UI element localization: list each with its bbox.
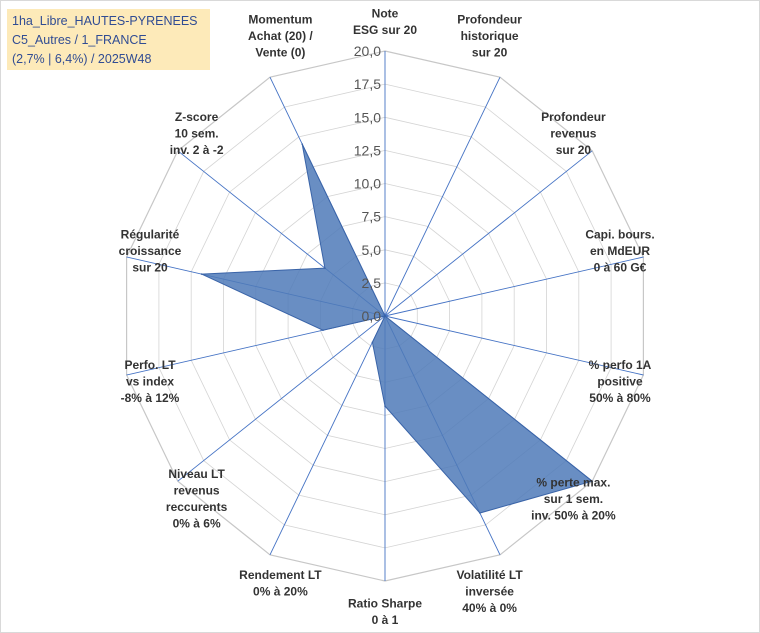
axis-label-line: revenus <box>174 484 220 498</box>
axis-label-line: 0% à 20% <box>253 585 308 599</box>
axis-label: Momentum Achat (20) / Vente (0) <box>248 12 313 59</box>
axis-label-line: Vente (0) <box>255 45 305 59</box>
axis-label: Niveau LT revenus reccurents 0% à 6% <box>166 467 228 531</box>
axis-label: % perfo 1A positive 50% à 80% <box>589 358 652 405</box>
tick-label: 7,5 <box>362 209 382 225</box>
tick-label: 2,5 <box>362 275 382 291</box>
series-point <box>384 315 386 317</box>
axis-label-line: sur 20 <box>472 45 508 59</box>
axis-label-line: historique <box>461 29 519 43</box>
series-point <box>384 405 386 407</box>
axis-label-line: vs index <box>126 374 174 388</box>
series-point <box>324 267 326 269</box>
axis-label-line: 40% à 0% <box>462 601 517 615</box>
axis-label-line: % perte max. <box>536 475 610 489</box>
axis-label-line: 10 sem. <box>175 127 219 141</box>
tick-label: 17,5 <box>354 76 381 92</box>
axis-label-line: reccurents <box>166 500 228 514</box>
axis-label-line: Profondeur <box>541 110 606 124</box>
axis-spoke <box>177 315 386 482</box>
series-point <box>301 143 304 145</box>
axis-label-line: 0 à 60 G€ <box>594 261 647 275</box>
axis-label-line: -8% à 12% <box>121 391 180 405</box>
axis-label: Régularité croissance sur 20 <box>119 228 182 275</box>
axis-label-line: Niveau LT <box>168 467 225 481</box>
axis-label: Volatilité LT inversée 40% à 0% <box>456 568 523 615</box>
axis-label-line: Régularité <box>121 228 180 242</box>
series-area-0 <box>201 143 594 514</box>
series-point <box>479 512 481 514</box>
tick-label: 15,0 <box>354 109 381 125</box>
axis-label-line: en MdEUR <box>590 244 650 258</box>
axis-label: Perfo. LT vs index -8% à 12% <box>121 358 180 405</box>
axis-spoke <box>384 315 644 376</box>
axis-label-line: Note <box>372 7 399 21</box>
axis-label-line: inv. 2 à -2 <box>170 143 224 157</box>
info-line-3: (2,7% | 6,4%) / 2025W48 <box>12 52 152 66</box>
axis-label-line: sur 20 <box>556 143 592 157</box>
series-point <box>371 341 374 344</box>
axis-spoke <box>384 77 501 317</box>
axis-spoke <box>384 150 593 317</box>
tick-label: 20,0 <box>354 43 381 59</box>
tick-labels: 0,0 2,5 5,0 7,5 10,0 12,5 15,0 17,5 20,0 <box>354 43 381 324</box>
axis-label-line: Capi. bours. <box>585 228 654 242</box>
series-point <box>200 273 203 275</box>
axis-label: Note ESG sur 20 <box>353 7 417 38</box>
tick-label: 5,0 <box>362 242 382 258</box>
axis-label-line: Achat (20) / <box>248 29 313 43</box>
axis-label: Profondeur historique sur 20 <box>457 12 522 59</box>
info-box: 1ha_Libre_HAUTES-PYRENEES C5_Autres / 1_… <box>7 9 210 70</box>
axis-label: Ratio Sharpe 0 à 1 <box>348 597 422 628</box>
series-layer <box>200 143 594 514</box>
axis-label: Z-score 10 sem. inv. 2 à -2 <box>170 110 224 157</box>
axis-label-line: Perfo. LT <box>124 358 176 372</box>
axis-label-line: ESG sur 20 <box>353 23 417 37</box>
axis-label-line: croissance <box>119 244 182 258</box>
axis-label-line: Z-score <box>175 110 219 124</box>
series-point <box>322 329 324 332</box>
axis-label: Capi. bours. en MdEUR 0 à 60 G€ <box>585 228 654 275</box>
series-point <box>591 480 593 483</box>
axis-label-line: Momentum <box>248 12 312 26</box>
axis-label-line: Profondeur <box>457 12 522 26</box>
axis-label-line: Rendement LT <box>239 568 322 582</box>
axis-label-line: Volatilité LT <box>456 568 523 582</box>
axis-label: % perte max. sur 1 sem. inv. 50% à 20% <box>531 475 616 522</box>
axis-label-line: 0 à 1 <box>372 613 399 627</box>
axis-label-line: positive <box>597 374 643 388</box>
info-line-2: C5_Autres / 1_FRANCE <box>12 33 147 47</box>
axis-label-line: sur 20 <box>132 261 168 275</box>
info-line-1: 1ha_Libre_HAUTES-PYRENEES <box>12 14 198 28</box>
axis-label-line: 50% à 80% <box>589 391 651 405</box>
axis-label-line: Ratio Sharpe <box>348 597 422 611</box>
axis-spoke <box>269 315 386 555</box>
axis-label-line: % perfo 1A <box>589 358 652 372</box>
axis-label: Profondeur revenus sur 20 <box>541 110 606 157</box>
tick-label: 0,0 <box>362 308 382 324</box>
tick-label: 12,5 <box>354 142 381 158</box>
axis-label-line: revenus <box>550 127 596 141</box>
axis-spoke <box>384 256 644 317</box>
axis-label-line: sur 1 sem. <box>544 492 603 506</box>
axis-label-line: inversée <box>465 585 514 599</box>
tick-label: 10,0 <box>354 176 381 192</box>
axis-labels: Note ESG sur 20 Profondeur historique sur 20… <box>119 7 655 628</box>
axis-label: Rendement LT 0% à 20% <box>239 568 322 599</box>
axis-label-line: 0% à 6% <box>173 517 221 531</box>
axis-label-line: inv. 50% à 20% <box>531 508 616 522</box>
